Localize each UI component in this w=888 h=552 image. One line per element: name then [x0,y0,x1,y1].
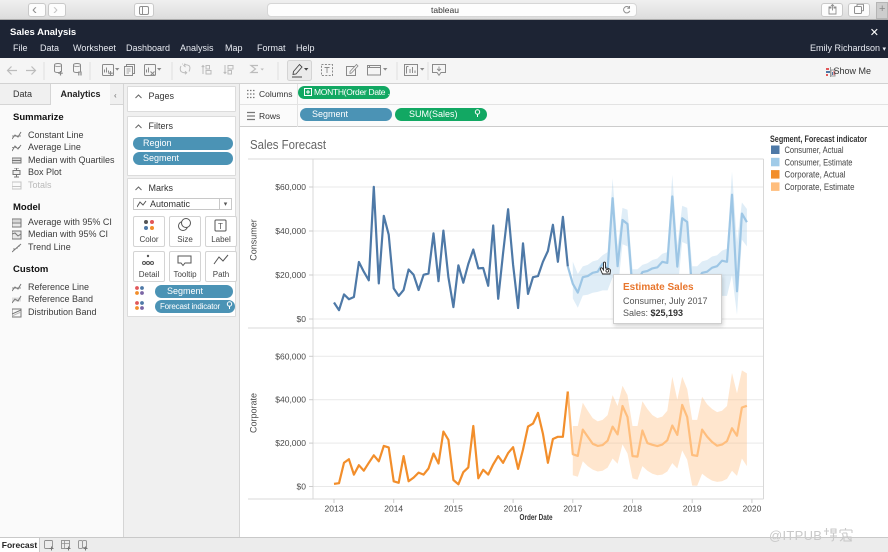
svg-text:Corporate, Actual: Corporate, Actual [785,170,846,180]
svg-text:2017: 2017 [563,504,582,514]
svg-text:2016: 2016 [504,504,523,514]
svg-text:$40,000: $40,000 [275,395,306,405]
svg-text:2014: 2014 [384,504,403,514]
svg-text:2015: 2015 [444,504,463,514]
svg-text:Consumer: Consumer [249,219,259,261]
svg-text:Corporate, Estimate: Corporate, Estimate [785,182,855,192]
svg-text:$0: $0 [297,314,307,324]
svg-text:Consumer, Actual: Consumer, Actual [785,145,844,155]
svg-text:2018: 2018 [623,504,642,514]
svg-text:$40,000: $40,000 [275,226,306,236]
svg-text:$20,000: $20,000 [275,438,306,448]
svg-text:$0: $0 [297,482,307,492]
svg-text:Order Date: Order Date [520,512,553,522]
svg-text:2019: 2019 [683,504,702,514]
svg-text:Corporate: Corporate [249,393,259,433]
svg-text:Sales Forecast: Sales Forecast [250,137,326,152]
svg-text:Consumer, Estimate: Consumer, Estimate [785,157,853,167]
svg-text:$60,000: $60,000 [275,182,306,192]
svg-text:T: T [218,222,223,231]
svg-text:$60,000: $60,000 [275,351,306,361]
svg-text:$20,000: $20,000 [275,270,306,280]
svg-text:2013: 2013 [325,504,344,514]
svg-text:Segment, Forecast indicator: Segment, Forecast indicator [770,134,867,144]
svg-text:2020: 2020 [742,504,761,514]
